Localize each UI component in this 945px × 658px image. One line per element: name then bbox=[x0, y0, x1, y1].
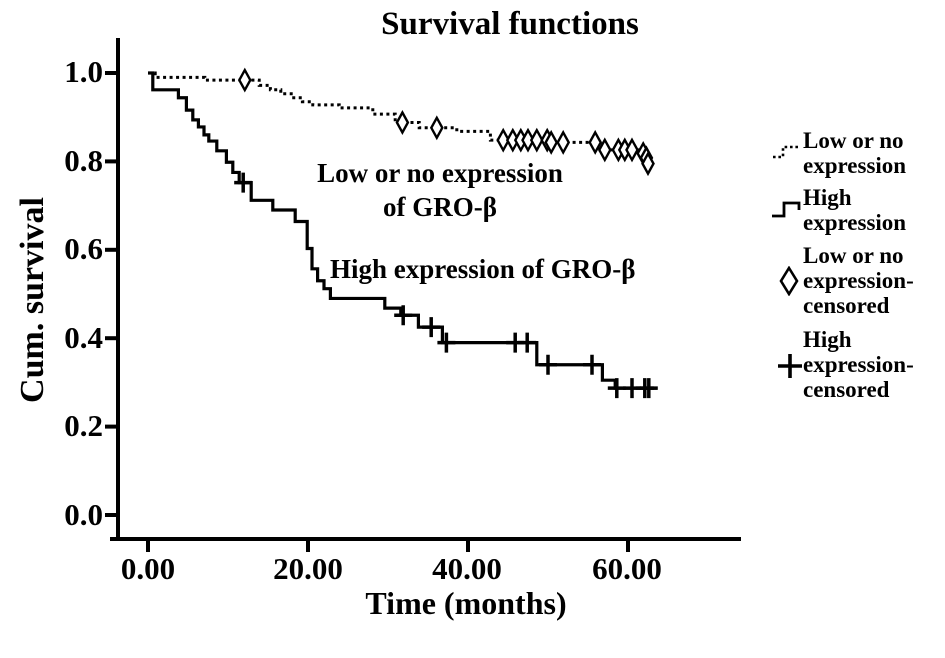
diamond-censor-marker bbox=[529, 127, 544, 153]
curve-low-expression bbox=[148, 71, 654, 165]
legend-item-low-expression: Low or no expression bbox=[803, 128, 907, 178]
plus-censor-marker bbox=[422, 317, 441, 338]
plus-censor-marker bbox=[583, 354, 601, 375]
y-tick-label: 0.8 bbox=[64, 143, 103, 178]
legend-item-high-expression: High expression bbox=[803, 185, 907, 235]
legend-item-low-censored: Low or no expression- censored bbox=[803, 243, 914, 318]
diamond-censor-marker bbox=[625, 137, 639, 163]
plus-censor-marker bbox=[518, 332, 537, 353]
diamond-censor-marker bbox=[429, 115, 444, 141]
y-tick-label: 1.0 bbox=[64, 54, 103, 89]
x-tick-label: 60.00 bbox=[592, 551, 662, 586]
plus-censor-marker bbox=[394, 305, 413, 326]
plus-censor-marker bbox=[607, 378, 626, 399]
diamond-censor-marker bbox=[588, 129, 603, 155]
diamond-censor-marker bbox=[641, 151, 655, 177]
diamond-censor-marker bbox=[597, 137, 612, 163]
plus-censor-marker bbox=[234, 172, 253, 193]
y-tick-label: 0.6 bbox=[64, 231, 103, 266]
x-tick-label: 40.00 bbox=[432, 551, 502, 586]
plus-censor-marker bbox=[539, 354, 557, 375]
plus-censor-marker bbox=[437, 332, 456, 353]
annotation-high-expression: High expression of GRO-β bbox=[330, 254, 636, 284]
open-diamond-icon bbox=[779, 266, 799, 296]
diamond-censor-marker bbox=[395, 110, 410, 135]
annotation-low-line2: of GRO-β bbox=[383, 192, 497, 222]
annotation-low-line1: Low or no expression bbox=[317, 158, 563, 188]
diamond-censor-marker bbox=[237, 67, 252, 93]
plus-cross-icon bbox=[778, 354, 802, 378]
y-tick-label: 0.2 bbox=[64, 408, 103, 443]
x-tick-label: 0.00 bbox=[120, 551, 176, 586]
solid-step-line-icon bbox=[772, 201, 801, 218]
dotted-step-line-icon bbox=[773, 145, 800, 159]
plus-censor-marker bbox=[639, 378, 658, 399]
y-tick-label: 0.4 bbox=[64, 320, 103, 355]
diamond-censor-marker bbox=[556, 129, 571, 155]
figure-title: Survival functions bbox=[381, 6, 639, 42]
diamond-censor-marker bbox=[544, 129, 559, 155]
legend-item-high-censored: High expression- censored bbox=[803, 327, 914, 402]
x-tick-label: 20.00 bbox=[273, 551, 343, 586]
y-tick-label: 0.0 bbox=[64, 497, 103, 532]
diamond-censor-marker bbox=[521, 127, 535, 153]
x-axis-label: Time (months) bbox=[365, 585, 567, 621]
diamond-censor-marker bbox=[496, 127, 511, 153]
annotation-low-expression: Low or no expression of GRO-β bbox=[280, 156, 600, 224]
